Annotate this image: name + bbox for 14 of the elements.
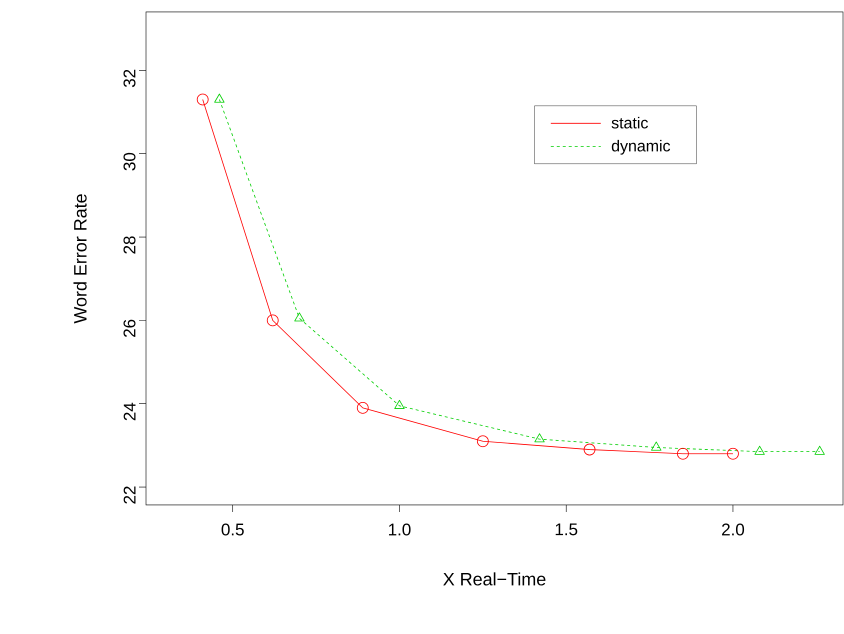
legend-label: static xyxy=(612,116,648,129)
x-tick-label: 2.0 xyxy=(722,524,744,536)
y-axis-title: Word Error Rate xyxy=(73,194,87,324)
y-tick-label: 24 xyxy=(124,402,136,420)
x-tick-label: 1.0 xyxy=(388,524,411,536)
y-tick-label: 26 xyxy=(123,320,136,337)
y-tick-label: 30 xyxy=(123,152,136,170)
y-tick-label: 28 xyxy=(123,236,136,254)
y-tick-label: 32 xyxy=(123,70,136,88)
x-tick-label: 1.5 xyxy=(556,524,578,536)
x-axis-title: X Real−Time xyxy=(443,572,546,586)
x-tick-label: 0.5 xyxy=(222,524,244,536)
y-tick-label: 22 xyxy=(124,486,136,504)
legend-label: dynamic xyxy=(612,140,670,155)
